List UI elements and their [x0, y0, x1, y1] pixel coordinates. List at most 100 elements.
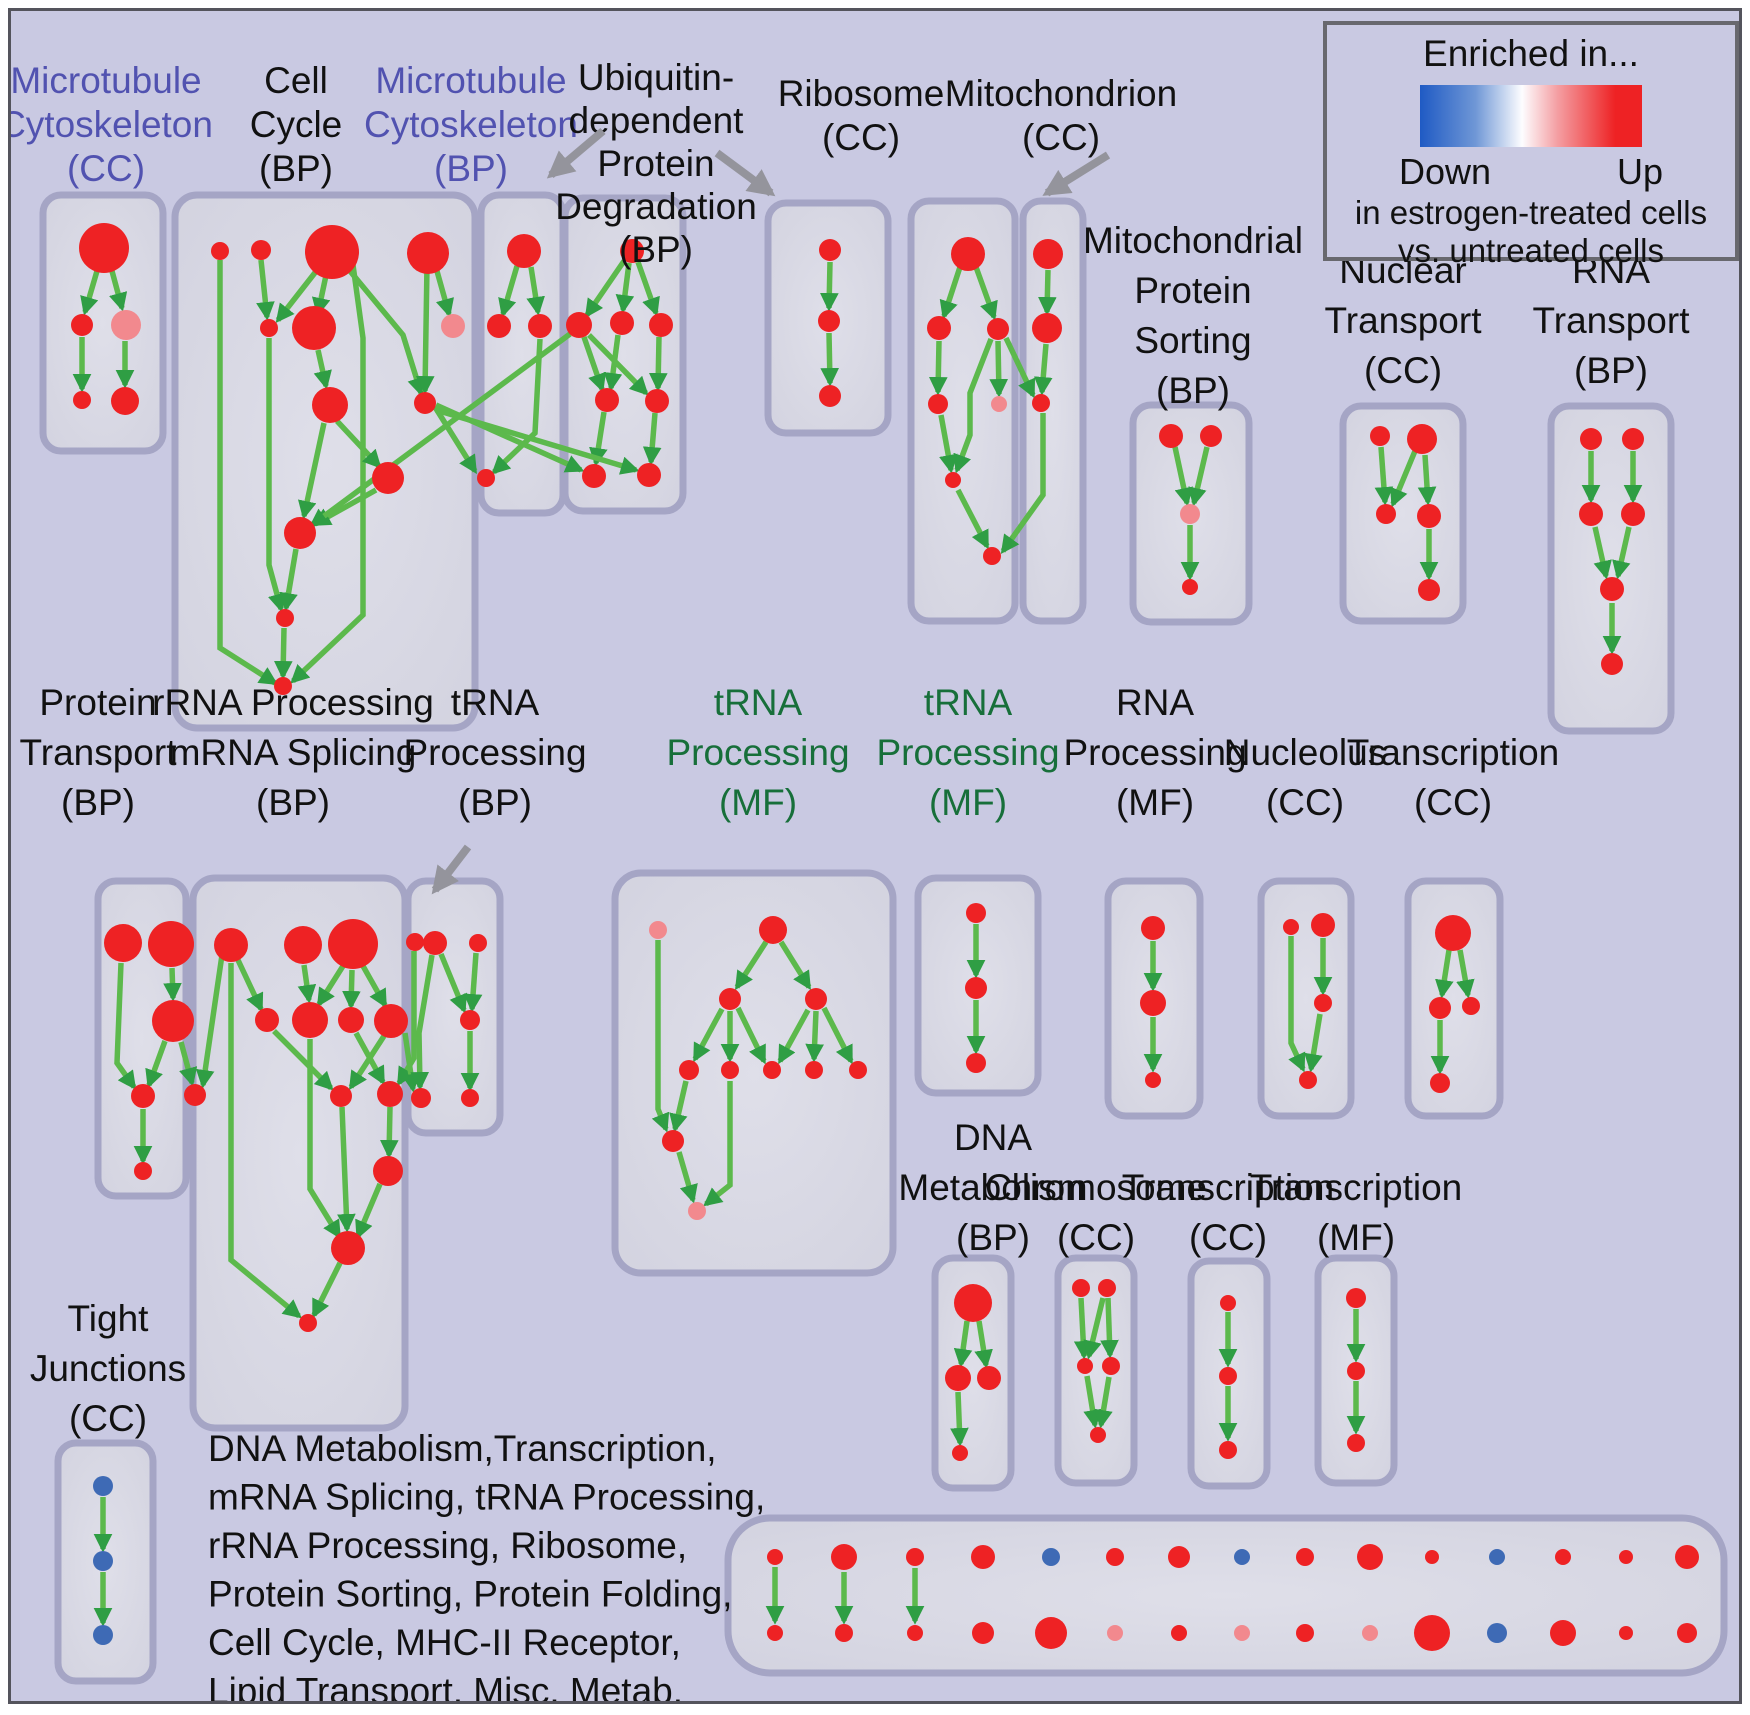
node — [111, 387, 139, 415]
edge — [272, 1029, 334, 1091]
edge — [1435, 949, 1454, 999]
node — [148, 921, 194, 967]
edge — [703, 1081, 733, 1207]
node — [977, 1366, 1001, 1390]
node — [763, 1061, 781, 1079]
node — [649, 921, 667, 939]
node — [620, 239, 644, 263]
edge — [1038, 269, 1057, 316]
edge — [1390, 449, 1418, 508]
node — [1619, 1550, 1633, 1564]
node — [1417, 504, 1441, 528]
edge — [308, 331, 572, 528]
node — [111, 310, 141, 340]
edge — [410, 954, 435, 1091]
node — [330, 1085, 352, 1107]
node — [1042, 1548, 1060, 1566]
edge — [195, 954, 225, 1089]
edge — [432, 405, 478, 475]
node — [927, 316, 951, 340]
edge — [1100, 1297, 1119, 1359]
cluster-label-cell-cycle: Cell Cycle (BP) — [250, 60, 343, 189]
cluster-label-trna-processing-mf-large: tRNA Processing (MF) — [666, 682, 849, 823]
edge — [279, 548, 299, 612]
node — [71, 314, 93, 336]
node — [1145, 1072, 1161, 1088]
edge — [1000, 413, 1046, 555]
cluster-box-nucleolus — [1257, 877, 1355, 1120]
edge — [432, 263, 454, 318]
node — [1140, 990, 1166, 1016]
node — [818, 310, 840, 332]
cluster-label-mitochondrial-protein-sorting: Mitochondrial Protein Sorting (BP) — [1083, 220, 1303, 411]
node — [93, 1625, 113, 1645]
legend-context-line1: in estrogen-treated cells — [1354, 194, 1708, 231]
node — [906, 1548, 924, 1566]
node — [487, 314, 511, 338]
node — [276, 609, 294, 627]
edges — [72, 259, 1643, 1627]
legend-gradient-bar — [1420, 85, 1642, 147]
node — [965, 977, 987, 999]
edge — [1172, 446, 1194, 507]
node — [759, 916, 787, 944]
cluster-label-protein-transport: Protein Transport (BP) — [20, 682, 178, 823]
node — [805, 1061, 823, 1079]
node — [184, 1084, 206, 1106]
node — [338, 1007, 364, 1033]
edge — [217, 260, 279, 686]
node — [292, 306, 336, 350]
edge — [114, 962, 137, 1091]
node — [251, 240, 271, 260]
node — [1435, 915, 1471, 951]
node — [1159, 424, 1183, 448]
edge — [820, 332, 840, 387]
node — [1425, 1550, 1439, 1564]
edge — [228, 963, 302, 1319]
edge — [805, 1010, 824, 1063]
edge — [778, 940, 812, 991]
labels: Microtubule Cytoskeleton (CC) Cell Cycle (BP)… — [11, 57, 1690, 1701]
node — [1102, 1357, 1120, 1375]
legend-up-label: Up — [1616, 151, 1663, 192]
edge — [498, 265, 520, 318]
edge — [307, 1039, 342, 1240]
node — [966, 1053, 986, 1073]
node — [1311, 913, 1335, 937]
edge — [431, 844, 472, 895]
edge — [1417, 454, 1437, 506]
node — [461, 1089, 479, 1107]
node — [1296, 1548, 1314, 1566]
node — [954, 1284, 992, 1322]
node — [331, 1231, 365, 1265]
edge — [587, 333, 649, 396]
edge — [1304, 1013, 1323, 1073]
node — [1580, 428, 1602, 450]
node — [1220, 1295, 1236, 1311]
node — [849, 1061, 867, 1079]
cluster-label-nuclear-transport: Nuclear Transport (CC) — [1325, 250, 1483, 391]
edge — [297, 964, 317, 1004]
edge — [581, 336, 606, 393]
edge — [266, 338, 287, 613]
cluster-box-mitochondrion — [1019, 197, 1087, 625]
edge — [939, 266, 963, 320]
node — [131, 1084, 155, 1108]
edge — [714, 149, 776, 197]
cluster-label-ubiquitin-degradation-a: Ubiquitin-dependent Protein Degradation (BP… — [555, 57, 757, 270]
cluster-label-tight-junctions: Tight Junctions (CC) — [30, 1298, 186, 1439]
node — [312, 387, 348, 423]
edge — [342, 969, 361, 1010]
node — [835, 1624, 853, 1642]
node — [377, 1081, 403, 1107]
node — [477, 469, 495, 487]
node — [93, 1551, 113, 1571]
cluster-label-rrna-processing-mrna-splicing: rRNA Processing mRNA Splicing (BP) — [152, 682, 434, 823]
edge — [355, 1182, 383, 1240]
nodes — [71, 223, 1699, 1651]
node — [907, 1625, 923, 1641]
node — [374, 1004, 408, 1038]
edge — [463, 952, 483, 1013]
legend-context-line2: vs. untreated cells — [1398, 232, 1664, 269]
node — [991, 396, 1007, 412]
